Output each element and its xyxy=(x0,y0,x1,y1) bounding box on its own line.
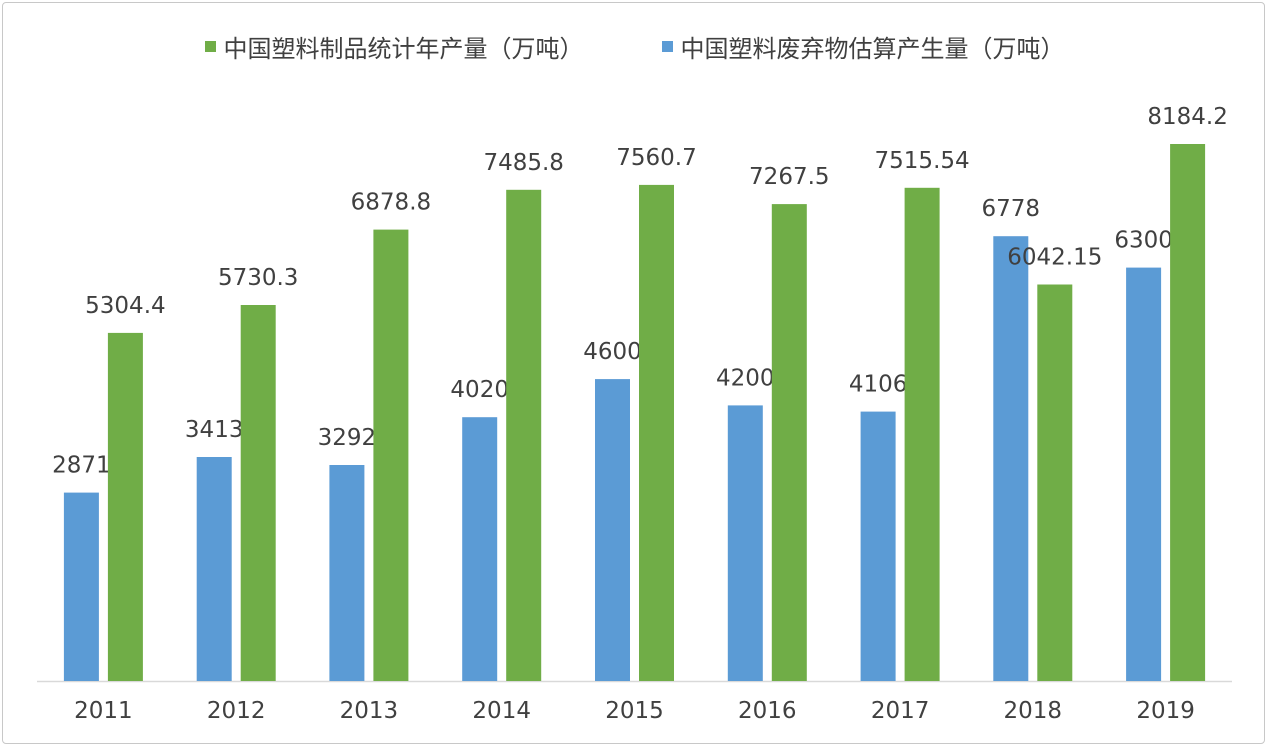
x-tick-label-2014: 2014 xyxy=(472,698,531,724)
bar-production-2014 xyxy=(506,189,542,682)
x-tick-label-2015: 2015 xyxy=(605,698,664,724)
x-tick-label-2012: 2012 xyxy=(207,698,266,724)
bar-waste-2017 xyxy=(860,411,896,681)
bar-waste-2018 xyxy=(993,236,1029,681)
legend-item-waste: 中国塑料废弃物估算产生量（万吨） xyxy=(661,29,1065,64)
data-label-waste-2013: 3292 xyxy=(318,425,377,451)
data-label-production-2014: 7485.8 xyxy=(483,150,563,176)
data-label-waste-2016: 4200 xyxy=(716,365,775,391)
bar-waste-2019 xyxy=(1126,267,1162,681)
data-label-production-2013: 6878.8 xyxy=(351,190,431,216)
chart-legend: 中国塑料制品统计年产量（万吨） 中国塑料废弃物估算产生量（万吨） xyxy=(0,26,1269,66)
data-label-production-2018: 6042.15 xyxy=(1007,245,1102,271)
bar-production-2011 xyxy=(107,332,143,681)
data-label-waste-2019: 6300 xyxy=(1114,228,1173,254)
x-tick-label-2016: 2016 xyxy=(738,698,797,724)
data-label-production-2019: 8184.2 xyxy=(1147,104,1227,130)
data-label-production-2011: 5304.4 xyxy=(85,293,165,319)
legend-swatch-waste xyxy=(661,40,673,52)
bar-waste-2015 xyxy=(595,379,630,681)
bar-production-2015 xyxy=(639,184,674,681)
bar-waste-2014 xyxy=(462,417,498,681)
bar-production-2016 xyxy=(771,204,807,681)
x-tick-label-2013: 2013 xyxy=(340,698,399,724)
data-label-waste-2015: 4600 xyxy=(583,339,642,365)
data-label-production-2015: 7560.7 xyxy=(616,145,696,171)
data-label-waste-2011: 2871 xyxy=(52,453,111,479)
x-tick-label-2018: 2018 xyxy=(1004,698,1063,724)
x-tick-label-2019: 2019 xyxy=(1136,698,1195,724)
data-label-waste-2017: 4106 xyxy=(849,372,908,398)
data-label-waste-2012: 3413 xyxy=(185,417,244,443)
bar-waste-2012 xyxy=(196,457,232,681)
data-label-production-2012: 5730.3 xyxy=(218,265,298,291)
bar-production-2017 xyxy=(904,187,940,682)
bar-production-2012 xyxy=(240,305,276,681)
data-label-production-2016: 7267.5 xyxy=(749,164,829,190)
data-label-waste-2014: 4020 xyxy=(450,377,509,403)
bar-waste-2016 xyxy=(727,405,763,681)
bar-production-2019 xyxy=(1170,144,1206,681)
data-label-waste-2018: 6778 xyxy=(982,196,1041,222)
legend-label-production: 中国塑料制品统计年产量（万吨） xyxy=(223,34,584,63)
data-label-production-2017: 7515.54 xyxy=(875,148,970,174)
bar-waste-2013 xyxy=(329,465,365,681)
x-tick-label-2011: 2011 xyxy=(74,698,133,724)
bar-waste-2011 xyxy=(63,492,99,681)
legend-swatch-production xyxy=(204,40,216,52)
bar-production-2013 xyxy=(373,229,409,681)
legend-label-waste: 中国塑料废弃物估算产生量（万吨） xyxy=(680,34,1065,63)
x-tick-label-2017: 2017 xyxy=(871,698,930,724)
bar-production-2018 xyxy=(1037,284,1073,681)
legend-item-production: 中国塑料制品统计年产量（万吨） xyxy=(204,29,584,64)
